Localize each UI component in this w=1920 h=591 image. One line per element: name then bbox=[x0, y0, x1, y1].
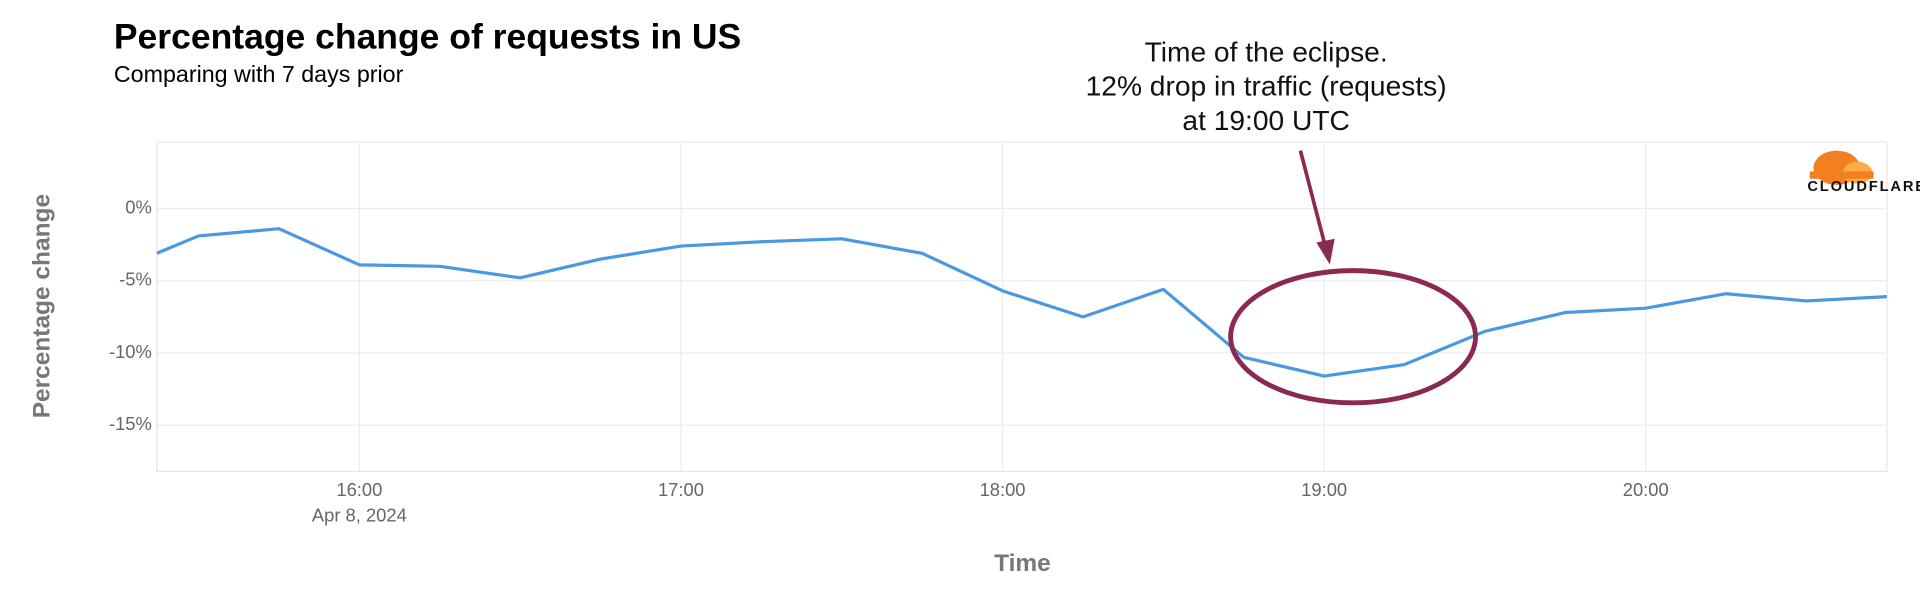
annotation-line: at 19:00 UTC bbox=[1182, 105, 1349, 136]
grid bbox=[156, 142, 1887, 472]
x-tick-label: 20:00 bbox=[1623, 479, 1669, 500]
logo: CLOUDFLARE bbox=[1807, 150, 1920, 195]
annotation-line: Time of the eclipse. bbox=[1145, 36, 1388, 67]
chart-title: Percentage change of requests in US bbox=[114, 17, 741, 57]
annotation-arrow bbox=[1298, 150, 1327, 246]
annotation-circle bbox=[1228, 268, 1478, 406]
x-date-label: Apr 8, 2024 bbox=[312, 505, 407, 526]
x-tick-label: 18:00 bbox=[980, 479, 1026, 500]
logo-cloud bbox=[1809, 171, 1874, 179]
x-tick-label: 19:00 bbox=[1301, 479, 1347, 500]
chart-root: Percentage change of requests in US Comp… bbox=[28, 17, 1920, 577]
x-tick-label: 17:00 bbox=[658, 479, 704, 500]
plot-frame bbox=[156, 141, 1888, 473]
annotation-arrowhead bbox=[1316, 238, 1335, 265]
y-tick-label: -5% bbox=[119, 269, 152, 290]
data-line bbox=[156, 227, 1887, 378]
chart-subtitle: Comparing with 7 days prior bbox=[114, 61, 404, 87]
x-tick-label: 16:00 bbox=[336, 479, 382, 500]
y-axis-label: Percentage change bbox=[28, 194, 55, 418]
y-tick-label: -15% bbox=[109, 413, 152, 434]
x-axis-label: Time bbox=[994, 550, 1051, 577]
y-tick-label: 0% bbox=[125, 196, 152, 217]
y-tick-label: -10% bbox=[109, 341, 152, 362]
annotation-line: 12% drop in traffic (requests) bbox=[1086, 71, 1447, 102]
logo-text: CLOUDFLARE bbox=[1807, 179, 1920, 195]
